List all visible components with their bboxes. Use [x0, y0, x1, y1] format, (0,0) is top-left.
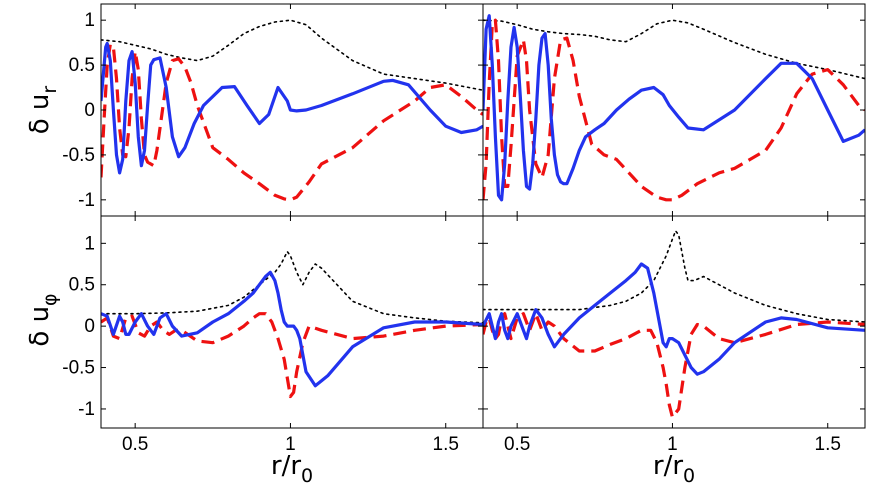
y-tick-label: -1 — [78, 399, 95, 420]
panel-uphi-right: 0.5 1 1.5 — [482, 215, 866, 455]
series-line-dashed — [483, 18, 865, 202]
y-label-bottom: δ uφ — [25, 293, 61, 346]
series-line-dashed — [101, 42, 483, 202]
y-label-top-main: δ u — [25, 94, 55, 135]
series-group — [483, 14, 865, 202]
series-line-dashed — [483, 312, 865, 419]
y-tick-label: -1 — [78, 190, 95, 211]
series-line-solid — [483, 262, 865, 376]
x-tick-label: 1 — [667, 434, 678, 455]
y-tick-label: 1 — [84, 233, 95, 254]
x-tick-label: 0.5 — [122, 434, 148, 455]
y-label-top-sub: r — [39, 86, 61, 94]
x-tick-label: 1.5 — [433, 434, 459, 455]
x-tick-label: 1.5 — [815, 434, 841, 455]
series-line-solid — [101, 270, 483, 388]
series-line-solid — [483, 14, 865, 202]
y-tick-label: 0.5 — [69, 275, 95, 296]
y-label-bottom-sub: φ — [39, 293, 61, 306]
panel-ur-right — [482, 3, 866, 217]
panel-ur-left: -1 -0.5 0 0.5 1 — [62, 3, 484, 217]
x-label-left-main: r/r — [271, 451, 301, 481]
panel-frame — [482, 215, 866, 429]
y-tick-label: -0.5 — [62, 145, 95, 166]
series-line-envelope — [483, 19, 865, 80]
x-label-right-sub: 0 — [683, 465, 695, 487]
y-tick-label: 1 — [84, 10, 95, 31]
y-tick-label: 0.5 — [69, 55, 95, 76]
x-label-right-main: r/r — [653, 451, 683, 481]
series-group — [101, 19, 483, 202]
series-line-envelope — [101, 19, 483, 91]
y-tick-label: 0 — [84, 100, 95, 121]
series-line-envelope — [483, 230, 865, 323]
series-group — [101, 250, 483, 399]
panel-uphi-left: -1 -0.5 0 0.5 1 0.5 1 1.5 — [62, 215, 484, 455]
x-label-left-sub: 0 — [301, 465, 313, 487]
y-tick-label: -0.5 — [62, 358, 95, 379]
panels-layer: -1 -0.5 0 0.5 1 -1 -0.5 0 0.5 1 0.5 1 1.5 0.5 1 1.5 — [62, 3, 866, 455]
x-label-right: r/r0 — [653, 451, 695, 487]
series-line-envelope — [101, 250, 483, 324]
y-label-bottom-main: δ u — [25, 306, 55, 347]
x-label-left: r/r0 — [271, 451, 313, 487]
series-line-solid — [101, 41, 483, 175]
x-tick-label: 0.5 — [504, 434, 530, 455]
series-line-dashed — [101, 312, 483, 399]
y-label-top: δ ur — [25, 86, 61, 135]
x-tick-label: 1 — [285, 434, 296, 455]
series-group — [483, 230, 865, 419]
y-tick-label: 0 — [84, 316, 95, 337]
